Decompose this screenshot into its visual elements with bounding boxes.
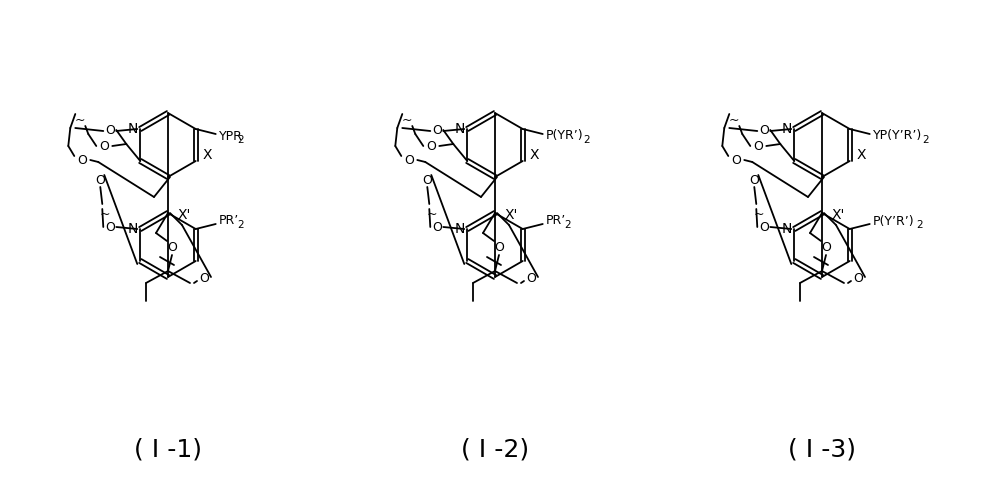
Text: 2: 2 (583, 135, 590, 145)
Text: ~: ~ (75, 114, 86, 126)
Text: O: O (753, 139, 763, 152)
Text: O: O (422, 174, 432, 187)
Text: N: N (455, 222, 465, 236)
Text: N: N (782, 122, 792, 136)
Text: O: O (759, 125, 769, 137)
Text: PR’: PR’ (219, 215, 239, 228)
Text: O: O (404, 153, 414, 167)
Text: ( I -3): ( I -3) (788, 438, 856, 462)
Text: ( I -1): ( I -1) (134, 438, 202, 462)
Text: 2: 2 (237, 220, 244, 230)
Text: X: X (203, 148, 212, 162)
Text: P(YR’): P(YR’) (546, 129, 583, 142)
Text: X: X (857, 148, 866, 162)
Text: O: O (853, 273, 863, 285)
Text: O: O (95, 174, 105, 187)
Text: O: O (432, 125, 442, 137)
Text: ~: ~ (100, 207, 111, 220)
Text: N: N (782, 222, 792, 236)
Text: O: O (494, 240, 504, 253)
Text: ~: ~ (729, 114, 740, 126)
Text: N: N (128, 222, 138, 236)
Text: O: O (105, 220, 115, 233)
Text: ~: ~ (402, 114, 413, 126)
Text: 2: 2 (916, 220, 923, 230)
Text: YP(Y’R’): YP(Y’R’) (873, 129, 922, 142)
Text: O: O (167, 240, 177, 253)
Text: N: N (455, 122, 465, 136)
Text: O: O (731, 153, 741, 167)
Text: O: O (526, 273, 536, 285)
Text: O: O (77, 153, 87, 167)
Text: O: O (432, 220, 442, 233)
Text: PR’: PR’ (546, 215, 566, 228)
Text: O: O (821, 240, 831, 253)
Text: N: N (128, 122, 138, 136)
Text: ( I -2): ( I -2) (461, 438, 529, 462)
Text: ~: ~ (754, 207, 765, 220)
Text: O: O (105, 125, 115, 137)
Text: ~: ~ (427, 207, 438, 220)
Text: YPR: YPR (219, 129, 243, 142)
Text: 2: 2 (237, 135, 244, 145)
Text: O: O (759, 220, 769, 233)
Text: X: X (530, 148, 539, 162)
Text: 2: 2 (922, 135, 929, 145)
Text: X': X' (177, 208, 191, 222)
Text: O: O (749, 174, 759, 187)
Text: 2: 2 (564, 220, 571, 230)
Text: X': X' (504, 208, 518, 222)
Text: O: O (426, 139, 436, 152)
Text: O: O (99, 139, 109, 152)
Text: P(Y’R’): P(Y’R’) (873, 215, 914, 228)
Text: X': X' (831, 208, 845, 222)
Text: O: O (199, 273, 209, 285)
